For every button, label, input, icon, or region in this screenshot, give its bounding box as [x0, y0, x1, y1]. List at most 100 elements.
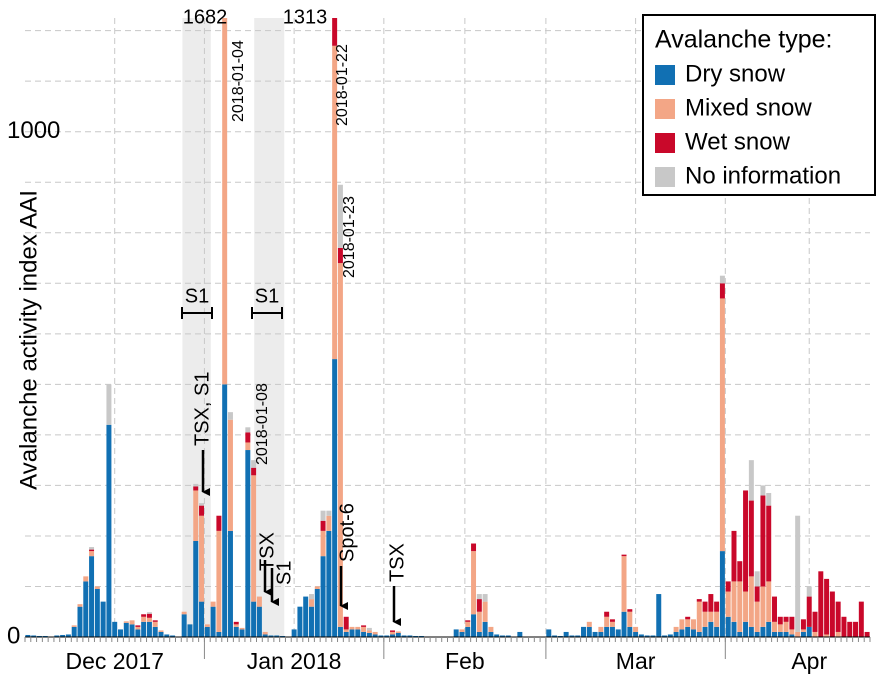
bar-segment [390, 630, 396, 632]
bar-segment [36, 635, 42, 637]
bar-segment [494, 634, 500, 637]
bar-segment [702, 601, 708, 612]
y-tick-label: 1000 [7, 117, 60, 144]
bar-segment [239, 629, 245, 637]
bar-segment [407, 635, 413, 637]
bar-segment [332, 18, 338, 46]
bar-segment [824, 578, 830, 635]
legend-label: Mixed snow [685, 94, 812, 121]
bar-segment [118, 629, 123, 637]
bar-segment [245, 427, 251, 433]
annotation: 2018-01-04 [230, 40, 247, 122]
bar-segment [170, 635, 176, 637]
bar-segment [696, 599, 702, 602]
legend-label: No information [685, 162, 841, 189]
bar-segment [210, 606, 216, 637]
bar-segment [199, 515, 205, 602]
bar-segment [152, 620, 158, 622]
bar-segment [743, 490, 749, 592]
bar-segment [251, 601, 257, 637]
bar-segment [581, 626, 586, 637]
bar-segment [181, 611, 187, 615]
bar-segment [627, 611, 633, 627]
bar-segment [557, 635, 563, 637]
bar-segment [77, 604, 83, 607]
annotation: S1 [185, 285, 209, 307]
bar-segment [482, 621, 488, 637]
bar-segment [604, 616, 610, 627]
bar-segment [320, 520, 326, 531]
bar-segment [812, 631, 818, 637]
bar-segment [384, 635, 390, 637]
bar-segment [824, 634, 830, 637]
x-tick-label: Dec 2017 [65, 648, 163, 674]
annotation: S1 [255, 285, 279, 307]
bar-segment [141, 621, 147, 637]
bar-segment [326, 510, 332, 516]
bar-segment [743, 621, 749, 637]
bar-segment [609, 626, 615, 637]
bar-segment [708, 621, 714, 637]
bar-segment [372, 631, 378, 635]
bar-segment [349, 629, 355, 637]
bar-segment [89, 547, 95, 550]
bar-segment [679, 619, 685, 630]
bar-segment [71, 626, 77, 637]
bar-segment [337, 247, 343, 264]
legend-label: Dry snow [685, 60, 786, 87]
bar-segment [280, 635, 286, 637]
bar-segment [158, 630, 164, 632]
bar-segment [337, 263, 343, 627]
bar-segment [476, 594, 482, 600]
bar-segment [227, 412, 233, 420]
bar-segment [789, 616, 795, 630]
bar-segment [245, 432, 251, 443]
bar-segment [320, 556, 326, 637]
bar-segment [760, 495, 766, 587]
annotation: TSX [256, 532, 278, 571]
bar-segment [337, 184, 343, 248]
bar-segment [303, 596, 309, 637]
bar-segment [418, 635, 424, 637]
bar-segment [129, 624, 135, 637]
bar-segment [482, 601, 488, 622]
bar-segment [777, 624, 783, 632]
bar-segment [123, 622, 129, 637]
annotation: 2018-01-22 [334, 44, 351, 126]
bar-segment [199, 505, 205, 516]
bar-segment [378, 635, 384, 637]
bar-segment [731, 581, 737, 622]
bar-segment [685, 616, 691, 620]
bar-segment [245, 450, 251, 637]
bar-segment [667, 634, 673, 637]
bar-segment [806, 626, 812, 637]
bar-segment [505, 635, 511, 637]
annotation: S1 [273, 561, 295, 585]
bar-segment [100, 601, 106, 637]
bar-segment [772, 631, 777, 637]
foreground-layer: Dec 2017 Jan 2018 Feb Mar Apr 0 1000 Avalanche … [7, 6, 876, 674]
bar-segment [390, 631, 396, 635]
bar-segment [748, 626, 754, 637]
bar-segment [268, 635, 274, 637]
bar-segment [835, 601, 841, 632]
bar-segment [193, 483, 199, 487]
bar-segment [748, 460, 754, 501]
bar-segment [227, 419, 233, 531]
bar-segment [199, 503, 205, 506]
bar-segment [841, 616, 847, 637]
bar-segment [621, 554, 627, 557]
bar-segment [210, 601, 216, 607]
bar-segment [777, 616, 783, 625]
bar-segment [366, 632, 372, 637]
bar-segment [685, 626, 691, 637]
bar-segment [806, 596, 812, 627]
bar-segment [719, 275, 725, 284]
bar-segment [471, 614, 477, 637]
bar-segment [731, 621, 737, 637]
bar-segment [361, 631, 367, 637]
bar-segment [251, 460, 257, 468]
bar-segment [702, 626, 708, 637]
bar-segment [94, 588, 100, 637]
bar-segment [199, 601, 205, 637]
